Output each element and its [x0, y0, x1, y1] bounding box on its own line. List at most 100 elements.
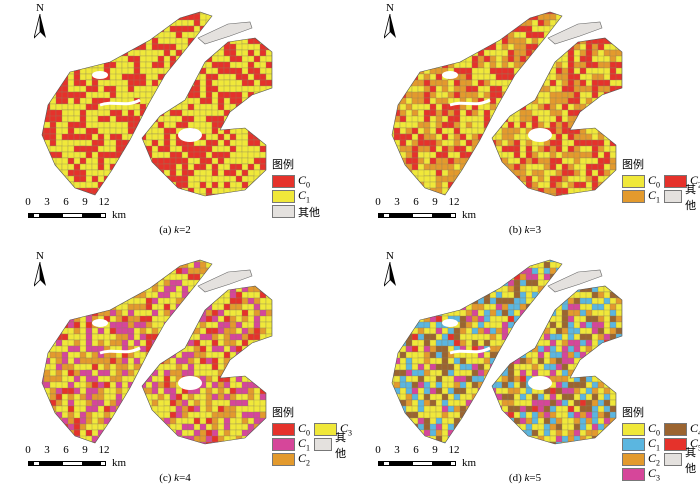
district-cell: [393, 187, 401, 195]
district-cell: [42, 67, 51, 81]
district-cell: [127, 381, 135, 389]
district-cell: [115, 12, 129, 21]
district-cell: [151, 315, 159, 323]
district-cell: [61, 297, 75, 311]
legend-label-cluster: C0: [298, 173, 310, 189]
district-cell: [127, 37, 141, 45]
scale-segment: [44, 213, 63, 217]
district-cell: [447, 273, 461, 287]
district-cell: [441, 327, 449, 335]
district-cell: [55, 387, 63, 395]
district-cell: [205, 273, 213, 281]
district-cell: [79, 163, 87, 171]
district-cell: [163, 145, 171, 153]
district-cell: [567, 267, 575, 275]
district-cell: [42, 139, 45, 153]
district-cell: [465, 145, 473, 153]
north-label: N: [36, 2, 44, 14]
district-cell: [591, 12, 605, 21]
district-cell: [609, 375, 617, 383]
district-cell: [79, 267, 93, 281]
district-cell: [609, 169, 622, 177]
district-cell: [609, 127, 622, 135]
district-cell: [453, 279, 461, 293]
district-cell: [423, 273, 431, 281]
district-cell: [223, 12, 231, 21]
district-cell: [423, 55, 431, 63]
district-cell: [585, 79, 593, 87]
district-cell: [399, 309, 407, 317]
district-cell: [603, 193, 611, 196]
district-cell: [471, 12, 485, 21]
district-cell: [259, 351, 272, 365]
district-cell: [259, 261, 272, 275]
district-cell: [459, 351, 467, 359]
district-cell: [465, 13, 473, 21]
district-cell: [417, 309, 431, 317]
district-cell: [453, 43, 467, 51]
district-cell: [67, 261, 75, 269]
district-cell: [205, 12, 213, 15]
district-cell: [115, 267, 123, 281]
district-cell: [399, 55, 413, 63]
district-cell: [103, 260, 117, 269]
district-cell: [495, 19, 509, 27]
district-cell: [399, 297, 413, 311]
district-cell: [555, 127, 563, 135]
district-cell: [157, 339, 171, 347]
district-cell: [489, 12, 497, 15]
district-cell: [55, 31, 63, 39]
district-cell: [459, 163, 473, 171]
district-cell: [127, 261, 135, 275]
district-cell: [127, 139, 141, 153]
district-cell: [43, 187, 51, 195]
legend-item: C1: [622, 188, 660, 205]
district-cell: [603, 109, 611, 117]
district-cell: [259, 315, 267, 323]
district-cell: [465, 61, 473, 69]
district-cell: [392, 139, 395, 147]
district-cell: [271, 321, 272, 329]
other-area-island: [197, 269, 253, 293]
district-cell: [447, 381, 455, 389]
district-cell: [133, 19, 141, 33]
district-cell: [477, 13, 485, 21]
district-cell: [235, 109, 249, 123]
district-cell: [537, 49, 545, 63]
district-cell: [223, 193, 231, 196]
district-cell: [471, 37, 479, 45]
district-cell: [211, 411, 219, 419]
district-cell: [259, 103, 267, 111]
district-cell: [429, 37, 443, 45]
district-cell: [621, 351, 622, 365]
district-cell: [609, 31, 617, 39]
district-cell: [265, 91, 272, 99]
district-cell: [121, 429, 135, 437]
district-cell: [61, 97, 69, 105]
district-cell: [501, 97, 515, 111]
district-cell: [85, 303, 99, 311]
district-cell: [392, 327, 401, 335]
district-cell: [603, 13, 617, 27]
district-cell: [591, 157, 599, 165]
district-cell: [67, 381, 75, 389]
district-cell: [435, 43, 449, 51]
district-cell: [259, 260, 267, 263]
district-cell: [259, 181, 272, 189]
district-cell: [103, 297, 111, 311]
district-cell: [85, 369, 93, 377]
district-cell: [621, 97, 622, 105]
district-cell: [193, 61, 201, 69]
district-cell: [513, 145, 521, 153]
district-cell: [465, 273, 479, 287]
district-cell: [127, 19, 141, 33]
district-cell: [217, 339, 225, 347]
district-cell: [435, 37, 443, 51]
district-cell: [435, 363, 443, 371]
district-cell: [42, 109, 45, 117]
district-cell: [259, 25, 267, 33]
cluster-letter: C: [298, 188, 307, 203]
district-cell: [97, 261, 105, 275]
district-cell: [477, 151, 491, 165]
district-cell: [271, 79, 272, 87]
